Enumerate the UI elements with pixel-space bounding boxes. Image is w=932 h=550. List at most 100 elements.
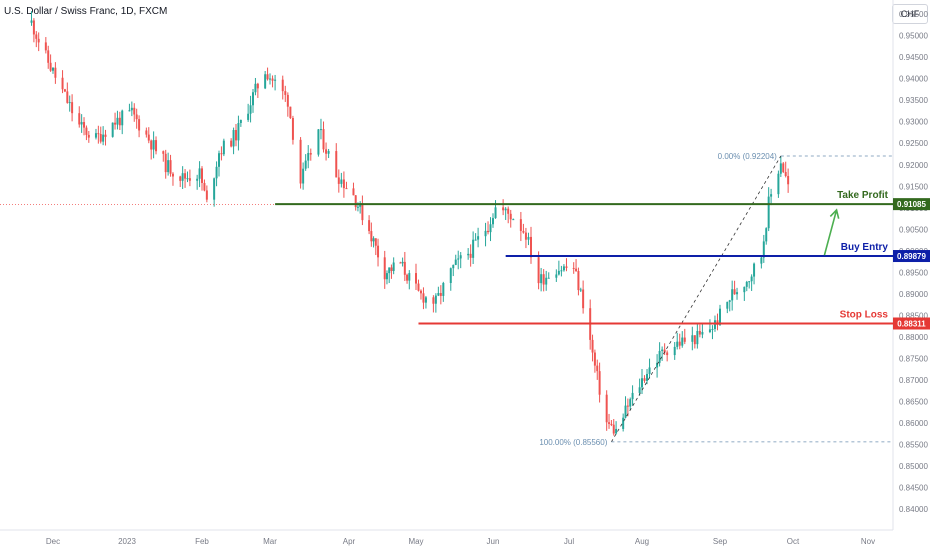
candle <box>184 169 187 188</box>
candle-body <box>111 122 114 137</box>
candle <box>68 95 71 112</box>
candle <box>524 227 527 249</box>
candle-body <box>733 289 736 295</box>
candle-body <box>264 74 267 89</box>
candle-body <box>220 153 223 155</box>
candle-body <box>474 239 477 241</box>
candle <box>401 257 404 267</box>
candle-body <box>646 373 649 381</box>
candle-body <box>235 130 237 141</box>
time-tick-label: Dec <box>46 537 60 546</box>
candle <box>527 232 530 246</box>
candle-body <box>631 392 634 400</box>
candle <box>419 289 422 300</box>
candle-body <box>196 178 199 181</box>
candle-body <box>269 78 271 80</box>
candle-body <box>557 270 560 275</box>
candle-body <box>745 281 748 287</box>
candle <box>560 265 563 277</box>
candle <box>750 274 753 291</box>
candle-body <box>582 289 585 309</box>
candle-body <box>656 362 659 368</box>
candle-body <box>760 257 763 264</box>
candle <box>467 248 470 260</box>
candle-body <box>390 267 393 272</box>
candle <box>399 261 402 264</box>
price-tick-label: 0.87500 <box>899 354 928 363</box>
candle-body <box>693 335 696 345</box>
candle-body <box>85 127 88 135</box>
candle-body <box>184 173 187 179</box>
candle <box>78 106 81 128</box>
candle <box>691 326 694 351</box>
candle-body <box>626 405 629 407</box>
candle-body <box>374 238 377 246</box>
candle <box>449 267 452 291</box>
time-axis[interactable]: Dec 2023 Feb Mar Apr May Jun Jul Aug Sep Oct Nov <box>0 529 893 546</box>
candle <box>502 199 505 216</box>
stop-loss-price-value: 0.88311 <box>897 319 926 328</box>
candle <box>608 413 611 429</box>
candle <box>579 287 582 292</box>
candle <box>102 126 105 146</box>
candle-body <box>565 266 568 268</box>
price-tick-label: 0.86500 <box>899 397 928 406</box>
price-axis[interactable]: 0.95500 0.95000 0.94500 0.94000 0.93500 0.930… <box>892 0 928 530</box>
candle <box>118 111 121 131</box>
candle <box>155 136 158 155</box>
candle-body <box>368 220 371 232</box>
candle <box>284 85 287 102</box>
candle <box>171 172 174 186</box>
candle-body <box>215 166 218 179</box>
candle-body <box>203 182 206 191</box>
candle <box>203 179 206 192</box>
candle-body <box>213 178 216 200</box>
candle <box>698 324 701 338</box>
candle <box>247 103 250 122</box>
candle <box>509 209 512 228</box>
candle <box>555 269 558 282</box>
candle-body <box>155 140 158 152</box>
candle-body <box>542 274 545 285</box>
candle <box>370 222 373 247</box>
fib-trend-line[interactable] <box>611 155 782 443</box>
candle-body <box>767 196 770 229</box>
price-tick-label: 0.91500 <box>899 182 928 191</box>
candle <box>489 217 492 242</box>
candle <box>575 259 578 272</box>
arrow-head <box>829 208 840 219</box>
price-tick-label: 0.93000 <box>899 118 928 127</box>
candle <box>220 146 223 161</box>
candle <box>422 287 425 310</box>
candle <box>736 287 739 300</box>
candle <box>135 108 138 129</box>
candle-body <box>372 238 375 242</box>
candle-body <box>643 378 646 381</box>
candle <box>130 101 133 117</box>
chart-title: U.S. Dollar / Swiss Franc, 1D, FXCM <box>4 6 168 17</box>
candle-body <box>319 129 322 131</box>
candle-body <box>284 91 287 95</box>
candle-body <box>401 261 404 264</box>
candle <box>469 244 472 267</box>
candle <box>83 117 86 136</box>
candle <box>762 234 765 263</box>
candle-body <box>102 134 105 142</box>
candle-body <box>167 160 170 173</box>
price-tick-label: 0.90500 <box>899 225 928 234</box>
candle <box>266 67 269 81</box>
candle-body <box>232 130 235 147</box>
candle <box>540 267 543 292</box>
candle <box>249 95 252 123</box>
price-tick-label: 0.88500 <box>899 311 928 320</box>
candle <box>274 74 277 91</box>
candle <box>683 328 686 345</box>
candle <box>49 54 52 72</box>
price-tick-label: 0.93500 <box>899 96 928 105</box>
candle <box>317 129 320 157</box>
candle-body <box>750 276 753 282</box>
candle <box>372 236 375 248</box>
candle-body <box>540 274 543 284</box>
candle-body <box>605 394 608 423</box>
